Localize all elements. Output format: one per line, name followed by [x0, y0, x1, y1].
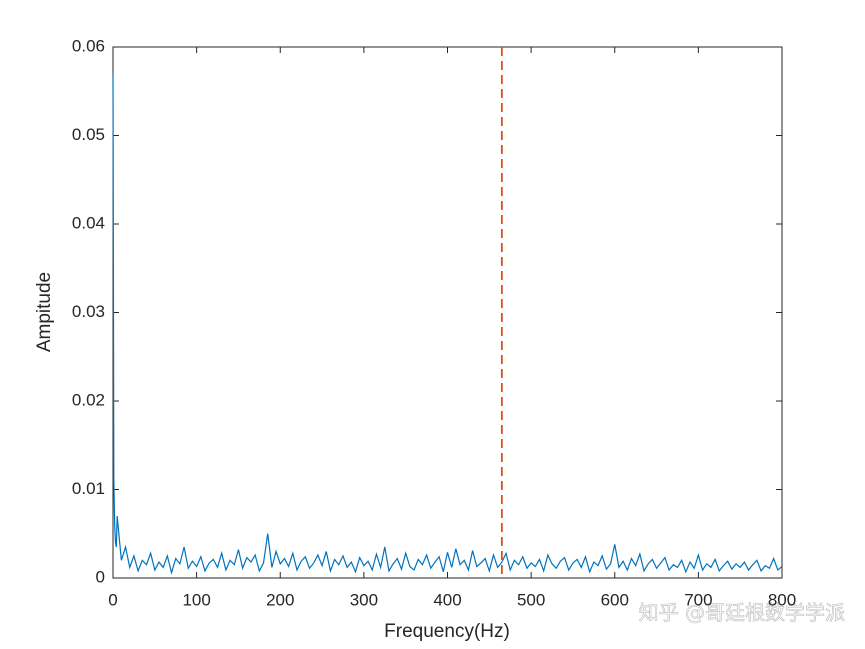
x-axis-label: Frequency(Hz): [384, 621, 510, 642]
watermark: 知乎 @哥廷根数学学派: [639, 601, 845, 625]
x-tick-label: 400: [433, 590, 461, 609]
y-tick-label: 0: [96, 567, 105, 586]
x-tick-label: 700: [684, 590, 712, 609]
y-axis-label: Ampitude: [34, 272, 55, 352]
y-tick-label: 0.02: [72, 390, 105, 409]
x-tick-label: 800: [768, 590, 796, 609]
y-tick-label: 0.05: [72, 125, 105, 144]
x-tick-label: 200: [266, 590, 294, 609]
x-tick-label: 500: [517, 590, 545, 609]
y-tick-label: 0.01: [72, 479, 105, 498]
spectrum-line: [112, 73, 783, 575]
y-tick-label: 0.03: [72, 302, 105, 321]
x-tick-label: 300: [350, 590, 378, 609]
y-tick-label: 0.06: [72, 36, 105, 55]
plot-box: [112, 46, 783, 579]
y-tick-label: 0.04: [72, 213, 105, 232]
x-tick-label: 100: [182, 590, 210, 609]
x-tick-label: 600: [601, 590, 629, 609]
x-tick-label: 0: [108, 590, 117, 609]
